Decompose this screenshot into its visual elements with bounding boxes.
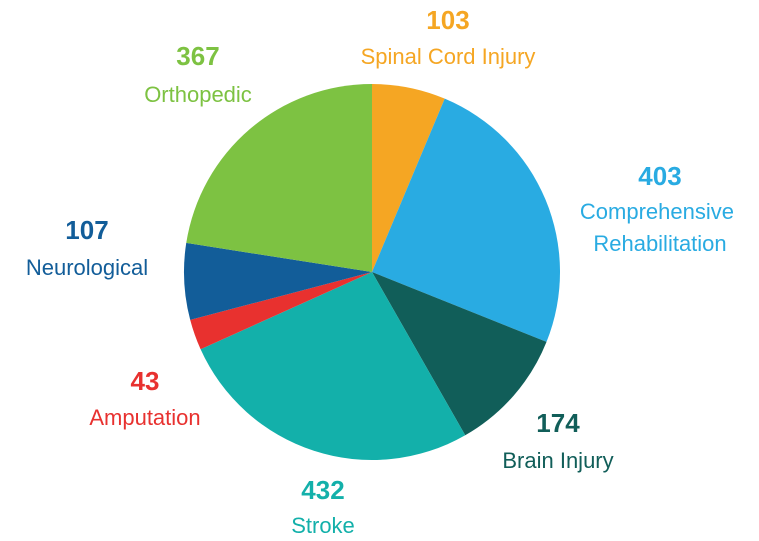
value-label: 432 (301, 475, 344, 505)
value-label: 367 (176, 41, 219, 71)
value-label: 43 (131, 366, 160, 396)
pie-slice (184, 242, 372, 320)
category-label: Orthopedic (144, 82, 252, 107)
category-label: Spinal Cord Injury (361, 44, 536, 69)
category-label: Amputation (89, 405, 200, 430)
category-label-line: Comprehensive (580, 199, 740, 224)
category-label-line: Rehabilitation (593, 231, 726, 256)
category-label: Brain Injury (502, 448, 613, 473)
pie-slice (200, 272, 466, 460)
category-label: Neurological (26, 255, 148, 280)
pie-slice (190, 272, 372, 350)
value-label: 174 (536, 408, 580, 438)
pie-slice (372, 98, 560, 342)
value-label: 403 (638, 161, 681, 191)
pie-slice (372, 84, 445, 272)
category-label: Comprehensive Rehabilitation (580, 199, 740, 256)
value-label: 107 (65, 215, 108, 245)
value-label: 103 (426, 5, 469, 35)
category-label: Stroke (291, 513, 355, 538)
pie-slice (372, 272, 547, 436)
pie-slice (186, 84, 372, 272)
